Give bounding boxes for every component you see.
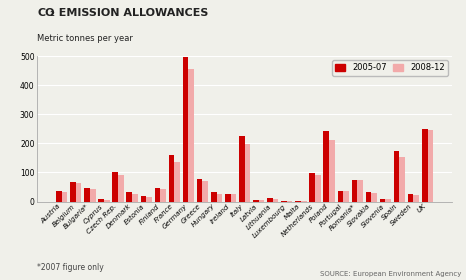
Bar: [273, 199, 278, 202]
Bar: [413, 195, 419, 202]
Bar: [371, 193, 377, 202]
Legend: 2005-07, 2008-12: 2005-07, 2008-12: [332, 60, 448, 76]
Bar: [239, 136, 245, 202]
Bar: [245, 144, 250, 202]
Bar: [231, 194, 236, 202]
Bar: [394, 151, 399, 202]
Bar: [62, 192, 68, 202]
Bar: [357, 180, 363, 202]
Bar: [126, 192, 132, 202]
Bar: [141, 196, 146, 202]
Bar: [259, 200, 264, 202]
Bar: [385, 199, 391, 202]
Bar: [427, 130, 433, 202]
Bar: [253, 200, 259, 202]
Bar: [329, 141, 335, 202]
Bar: [70, 182, 76, 202]
Bar: [118, 175, 123, 202]
Bar: [225, 194, 231, 202]
Bar: [188, 69, 194, 202]
Bar: [281, 201, 287, 202]
Text: SOURCE: European Environment Agency: SOURCE: European Environment Agency: [320, 271, 461, 277]
Bar: [146, 197, 152, 202]
Bar: [202, 181, 208, 202]
Bar: [408, 194, 413, 202]
Bar: [183, 57, 188, 202]
Bar: [399, 157, 405, 202]
Bar: [84, 188, 90, 202]
Bar: [132, 194, 138, 202]
Bar: [155, 188, 160, 202]
Text: CO: CO: [37, 8, 55, 18]
Bar: [267, 198, 273, 202]
Bar: [76, 183, 82, 202]
Bar: [315, 175, 321, 202]
Text: ₂ EMISSION ALLOWANCES: ₂ EMISSION ALLOWANCES: [50, 8, 209, 18]
Bar: [351, 180, 357, 202]
Bar: [422, 129, 427, 202]
Bar: [56, 192, 62, 202]
Bar: [211, 192, 217, 202]
Bar: [337, 190, 343, 202]
Bar: [112, 172, 118, 202]
Text: Metric tonnes per year: Metric tonnes per year: [37, 34, 133, 43]
Bar: [309, 173, 315, 202]
Bar: [90, 189, 96, 202]
Bar: [174, 162, 180, 202]
Bar: [217, 194, 222, 202]
Bar: [98, 199, 104, 202]
Bar: [197, 179, 202, 202]
Bar: [323, 131, 329, 202]
Bar: [169, 155, 174, 202]
Bar: [160, 189, 166, 202]
Bar: [380, 199, 385, 202]
Bar: [343, 191, 349, 202]
Bar: [287, 201, 293, 202]
Bar: [366, 192, 371, 202]
Bar: [295, 201, 301, 202]
Bar: [104, 200, 110, 202]
Bar: [301, 201, 307, 202]
Text: *2007 figure only: *2007 figure only: [37, 263, 104, 272]
